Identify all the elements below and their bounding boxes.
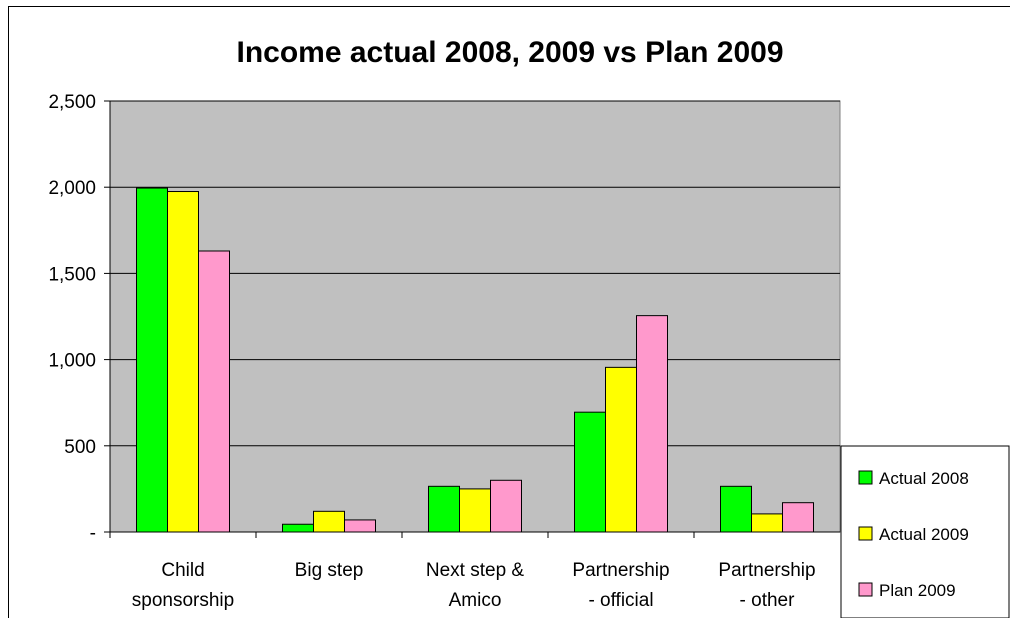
bar-actual-2008	[574, 411, 606, 533]
legend-swatch	[858, 582, 873, 597]
x-category-label: - official	[588, 590, 653, 611]
bar-actual-2008	[282, 523, 314, 533]
bar-actual-2008	[136, 187, 168, 533]
y-tick-label: 2,500	[48, 92, 96, 113]
x-category-label: Next step &	[426, 560, 525, 581]
legend-swatch	[858, 470, 873, 485]
chart-title: Income actual 2008, 2009 vs Plan 2009	[236, 36, 783, 69]
x-category-label: Big step	[295, 560, 364, 581]
plot-area	[109, 100, 841, 533]
x-category-label: Child	[161, 560, 204, 581]
x-category-label: Partnership	[718, 560, 815, 581]
bar-plan-2009	[490, 479, 522, 533]
y-tick-label: 500	[64, 437, 96, 458]
bar-actual-2008	[428, 485, 460, 533]
bar-actual-2008	[720, 485, 752, 533]
bar-plan-2009	[782, 502, 814, 533]
bar-actual-2009	[751, 513, 783, 533]
bar-actual-2009	[459, 488, 491, 533]
bar-actual-2009	[167, 191, 199, 533]
bar-actual-2009	[605, 366, 637, 533]
legend-swatch	[858, 526, 873, 541]
y-tick-label: 1,500	[48, 264, 96, 285]
x-category-label: Amico	[449, 590, 502, 611]
bar-actual-2009	[313, 510, 345, 533]
bar-plan-2009	[198, 250, 230, 533]
y-tick-label: 1,000	[48, 351, 96, 372]
y-tick-label: 2,000	[48, 178, 96, 199]
legend-label: Actual 2009	[879, 525, 969, 544]
legend-label: Plan 2009	[879, 581, 956, 600]
x-category-label: Partnership	[572, 560, 669, 581]
bar-plan-2009	[344, 519, 376, 533]
x-category-label: sponsorship	[132, 590, 234, 611]
y-tick-label: -	[90, 523, 96, 544]
x-category-label: - other	[740, 590, 796, 611]
legend-label: Actual 2008	[879, 469, 969, 488]
bar-plan-2009	[636, 315, 668, 533]
